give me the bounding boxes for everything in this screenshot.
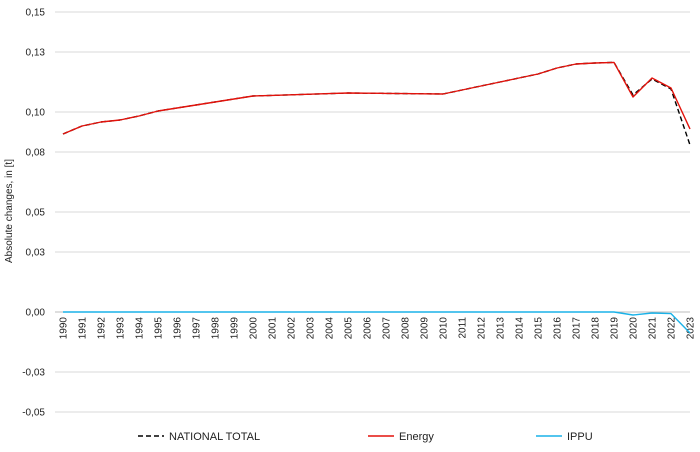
y-tick-label: -0,03	[22, 368, 45, 379]
x-tick-label: 2006	[363, 317, 374, 340]
y-tick-label: 0,00	[26, 308, 46, 319]
x-tick-label: 1999	[230, 317, 241, 340]
x-tick-label: 2008	[401, 317, 412, 340]
x-axis-ticks: 1990 1991 1992 1993 1994 1995 1996 1997 1998 1999…	[59, 317, 697, 340]
x-tick-label: 1996	[173, 317, 184, 340]
x-tick-label: 1997	[192, 317, 203, 340]
legend: NATIONAL TOTAL Energy IPPU	[138, 431, 593, 443]
x-tick-label: 2015	[534, 317, 545, 340]
x-tick-label: 2003	[306, 317, 317, 340]
x-tick-label: 2002	[287, 317, 298, 340]
x-tick-label: 2016	[553, 317, 564, 340]
x-tick-label: 1993	[116, 317, 127, 340]
x-tick-label: 2007	[382, 317, 393, 340]
y-tick-label: 0,05	[26, 208, 46, 219]
x-tick-label: 1991	[78, 317, 89, 340]
series-line-energy	[62, 61, 691, 135]
x-tick-label: 2004	[325, 317, 336, 340]
x-tick-label: 2020	[629, 317, 640, 340]
series-lines	[62, 61, 691, 334]
x-tick-label: 1990	[59, 317, 70, 340]
legend-label: NATIONAL TOTAL	[169, 431, 260, 443]
x-tick-label: 2022	[667, 317, 678, 340]
legend-item-ippu: IPPU	[536, 431, 593, 443]
x-tick-label: 2012	[477, 317, 488, 340]
x-tick-label: 2021	[648, 317, 659, 340]
y-tick-label: 0,08	[26, 148, 46, 159]
y-tick-label: 0,15	[26, 8, 46, 19]
series-line-national-total	[62, 61, 691, 146]
x-tick-label: 1992	[97, 317, 108, 340]
legend-label: Energy	[399, 431, 434, 443]
y-axis-ticks: 0,15 0,13 0,10 0,08 0,05 0,03 0,00 -0,03 -0,05	[22, 8, 45, 419]
x-tick-label: 2005	[344, 317, 355, 340]
legend-item-energy: Energy	[368, 431, 434, 443]
x-tick-label: 2010	[439, 317, 450, 340]
x-tick-label: 2019	[610, 317, 621, 340]
series-line-ippu	[63, 311, 691, 334]
y-tick-label: -0,05	[22, 408, 45, 419]
x-tick-label: 1994	[135, 317, 146, 340]
x-tick-label: 2023	[686, 317, 697, 340]
y-tick-label: 0,10	[26, 108, 46, 119]
legend-label: IPPU	[567, 431, 593, 443]
x-tick-label: 2000	[249, 317, 260, 340]
x-tick-label: 2013	[496, 317, 507, 340]
x-tick-label: 2001	[268, 317, 279, 340]
x-tick-label: 2009	[420, 317, 431, 340]
x-tick-label: 1995	[154, 317, 165, 340]
y-tick-label: 0,13	[26, 48, 46, 59]
gridlines	[55, 11, 690, 413]
legend-item-national-total: NATIONAL TOTAL	[138, 431, 260, 443]
y-tick-label: 0,03	[26, 248, 46, 259]
x-tick-label: 2014	[515, 317, 526, 340]
x-tick-label: 2017	[572, 317, 583, 340]
x-tick-label: 1998	[211, 317, 222, 340]
x-tick-label: 2011	[458, 317, 469, 339]
y-axis-label: Absolute changes, in [t]	[4, 159, 15, 263]
x-tick-label: 2018	[591, 317, 602, 340]
